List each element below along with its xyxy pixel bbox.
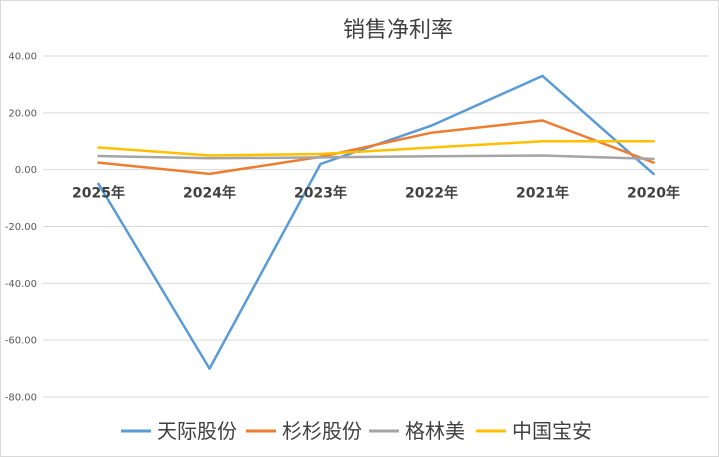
y-axis: 40.00 20.00 0.00 -20.00 -40.00 -60.00 -80.00 [5, 52, 37, 404]
data-point [319, 162, 322, 166]
data-point [208, 157, 211, 160]
data-point [652, 157, 655, 161]
data-point [430, 146, 433, 149]
data-point [541, 119, 544, 122]
data-point [319, 156, 322, 159]
legend-entry: 中国宝安 [512, 419, 592, 443]
y-tick-label: -60.00 [5, 336, 37, 347]
data-point [208, 172, 211, 176]
legend-entry: 天际股份 [157, 419, 237, 443]
x-tick-label: 2021年 [516, 185, 569, 202]
data-point [541, 154, 544, 157]
data-point [430, 131, 433, 134]
data-point [652, 140, 655, 143]
data-point [208, 367, 211, 370]
y-tick-label: 20.00 [8, 108, 37, 119]
y-tick-label: -40.00 [5, 279, 37, 290]
data-point [319, 152, 322, 156]
x-tick-label: 2020年 [627, 185, 680, 202]
data-point [97, 146, 100, 149]
data-point [97, 161, 100, 164]
series-line-3 [97, 140, 655, 157]
data-point [652, 172, 655, 176]
legend: 天际股份 杉杉股份 格林美 中国宝安 [121, 419, 592, 443]
y-tick-label: -20.00 [5, 222, 37, 233]
y-tick-label: 40.00 [8, 52, 37, 63]
data-point [430, 155, 433, 158]
x-tick-label: 2024年 [183, 185, 236, 202]
y-tick-label: 0.00 [15, 165, 37, 176]
x-tick-label: 2025年 [72, 185, 125, 202]
data-point [97, 154, 100, 158]
data-point [430, 124, 433, 127]
series-line-0 [97, 74, 655, 370]
data-point [541, 74, 544, 78]
x-tick-label: 2022年 [405, 185, 458, 202]
data-point [97, 182, 100, 186]
legend-entry: 杉杉股份 [282, 419, 362, 443]
x-axis: 2025年 2024年 2023年 2022年 2021年 2020年 [72, 185, 680, 202]
legend-entry: 格林美 [405, 419, 465, 443]
series-line-1 [97, 119, 655, 176]
data-point [541, 140, 544, 143]
x-tick-label: 2023年 [294, 185, 347, 202]
chart-title: 销售净利率 [343, 18, 453, 43]
gridlines [43, 55, 709, 398]
series-lines [97, 74, 655, 370]
data-point [652, 161, 655, 164]
y-tick-label: -80.00 [5, 393, 37, 404]
series-line-2 [97, 154, 655, 161]
data-point [208, 154, 211, 157]
